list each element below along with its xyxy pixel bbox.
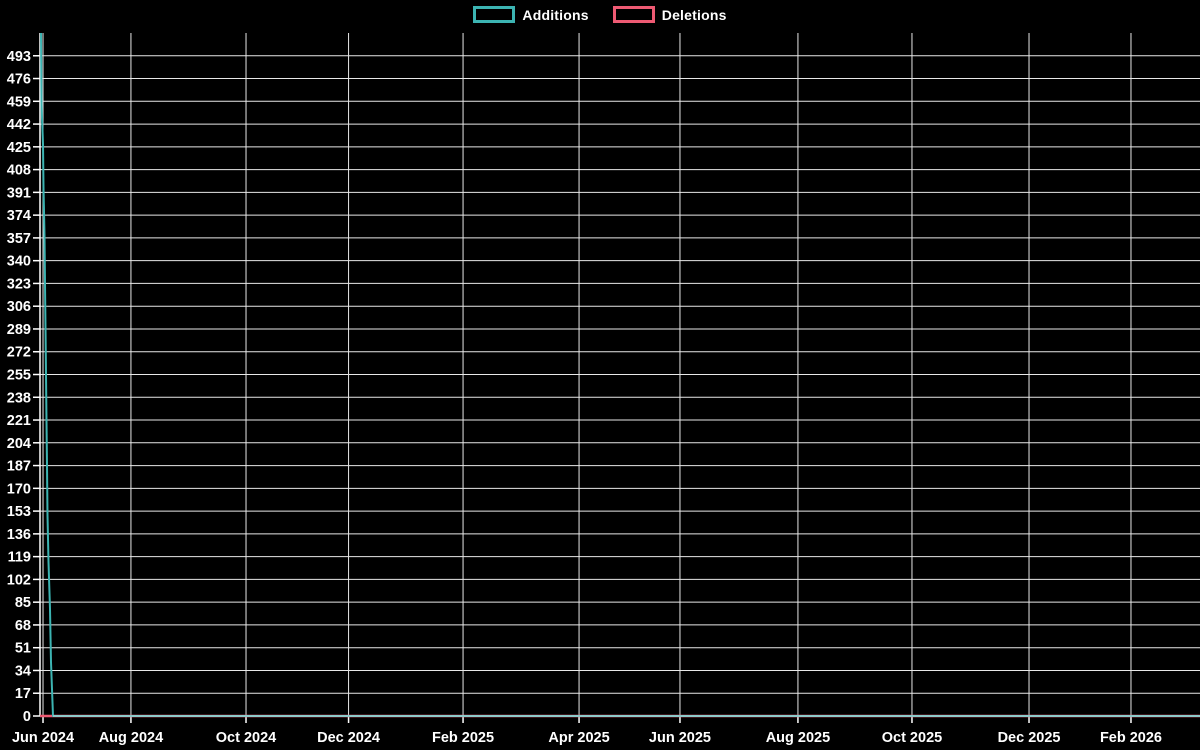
legend-label-deletions: Deletions — [661, 6, 727, 23]
x-axis-tick-label: Feb 2025 — [432, 730, 494, 746]
y-axis-tick-label: 459 — [7, 94, 31, 110]
x-axis-tick-label: Aug 2025 — [766, 730, 830, 746]
y-axis-tick-label: 255 — [7, 368, 31, 384]
y-axis-tick-label: 34 — [15, 663, 31, 679]
y-axis-tick-label: 17 — [15, 686, 31, 702]
y-axis-tick-label: 289 — [7, 322, 31, 338]
y-axis-tick-label: 221 — [7, 413, 31, 429]
additions-swatch-icon — [473, 6, 516, 23]
y-axis-tick-label: 374 — [7, 208, 31, 224]
legend-item-deletions[interactable]: Deletions — [612, 6, 727, 23]
y-axis-tick-label: 493 — [7, 49, 31, 65]
series-line-additions — [40, 32, 1200, 717]
y-axis-tick-label: 476 — [7, 72, 31, 88]
y-axis-tick-label: 340 — [7, 254, 31, 270]
y-axis-tick-label: 442 — [7, 117, 31, 133]
x-axis-tick-label: Jun 2024 — [12, 730, 74, 746]
y-axis-tick-label: 391 — [7, 185, 31, 201]
y-axis-tick-label: 323 — [7, 276, 31, 292]
y-axis-tick-label: 136 — [7, 527, 31, 543]
y-axis-tick-label: 272 — [7, 345, 31, 361]
chart-legend: Additions Deletions — [0, 6, 1200, 23]
x-axis-tick-label: Jun 2025 — [649, 730, 711, 746]
y-axis-tick-label: 153 — [7, 504, 31, 520]
y-axis-tick-label: 0 — [23, 709, 31, 725]
legend-label-additions: Additions — [522, 6, 589, 23]
x-axis-tick-label: Dec 2025 — [998, 730, 1061, 746]
y-axis-tick-label: 238 — [7, 390, 31, 406]
y-axis-tick-label: 51 — [15, 641, 31, 657]
x-axis-tick-label: Feb 2026 — [1100, 730, 1162, 746]
y-axis-tick-label: 187 — [7, 459, 31, 475]
x-axis-tick-label: Aug 2024 — [99, 730, 163, 746]
legend-item-additions[interactable]: Additions — [473, 6, 589, 23]
y-axis-tick-label: 119 — [8, 550, 31, 566]
y-axis-tick-label: 408 — [7, 163, 31, 179]
deletions-swatch-icon — [612, 6, 655, 23]
y-axis-tick-label: 102 — [7, 572, 31, 588]
y-axis-tick-label: 204 — [7, 436, 31, 452]
y-axis-tick-label: 357 — [7, 231, 31, 247]
x-axis-tick-label: Apr 2025 — [548, 730, 609, 746]
x-axis-tick-label: Oct 2025 — [882, 730, 942, 746]
y-axis-tick-label: 306 — [7, 299, 31, 315]
x-axis-tick-label: Oct 2024 — [216, 730, 276, 746]
y-axis-tick-label: 425 — [7, 140, 31, 156]
y-axis-tick-label: 68 — [15, 618, 31, 634]
x-axis-tick-label: Dec 2024 — [317, 730, 380, 746]
y-axis-tick-label: 85 — [15, 595, 31, 611]
y-axis-tick-label: 170 — [7, 481, 31, 497]
